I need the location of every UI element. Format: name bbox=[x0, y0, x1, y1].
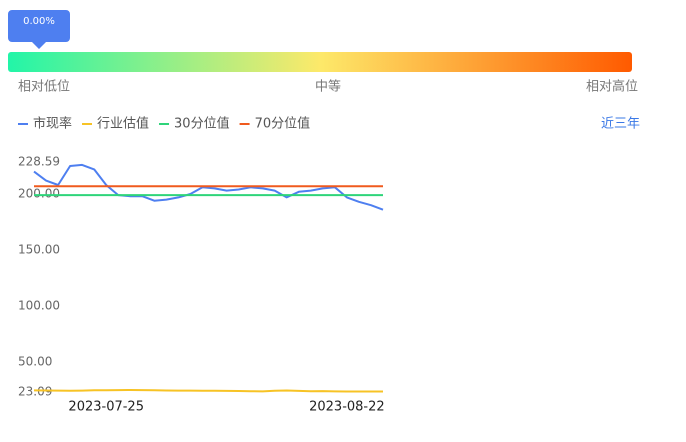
y-tick-label: 200.00 bbox=[18, 186, 60, 200]
legend-label: 市现率 bbox=[33, 116, 72, 132]
legend-label: 30分位值 bbox=[174, 116, 230, 132]
y-tick-label: 150.00 bbox=[18, 242, 60, 256]
y-tick-label: 50.00 bbox=[18, 354, 52, 368]
series-line bbox=[33, 163, 384, 211]
x-tick-label: 2023-07-25 bbox=[68, 400, 144, 415]
badge-shape bbox=[8, 10, 70, 49]
x-tick-label: 2023-08-22 bbox=[309, 400, 385, 415]
scale-mid: 中等 bbox=[315, 79, 341, 95]
series-line bbox=[33, 389, 383, 393]
scale-high: 相对高位 bbox=[586, 79, 638, 95]
percentile-badge: 0.00% bbox=[8, 10, 70, 49]
y-tick-label: 100.00 bbox=[18, 298, 60, 312]
legend-label: 70分位值 bbox=[255, 116, 311, 132]
scale-low: 相对低位 bbox=[18, 80, 70, 95]
y-tick-label: 228.59 bbox=[18, 155, 60, 169]
y-tick-label: 23.09 bbox=[18, 385, 52, 399]
period-button[interactable]: 近三年 bbox=[601, 117, 640, 132]
badge-label: 0.00% bbox=[23, 16, 55, 27]
gradient-bar bbox=[8, 52, 632, 72]
legend-label: 行业估值 bbox=[97, 116, 149, 132]
